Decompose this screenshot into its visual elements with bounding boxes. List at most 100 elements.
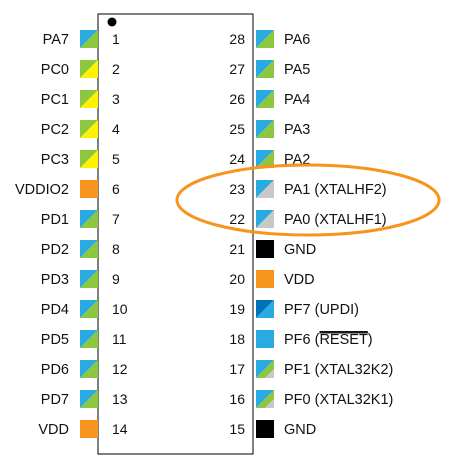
pin-number: 20 bbox=[229, 271, 245, 287]
pin-row: VDDIO2 6 bbox=[15, 180, 120, 198]
pin-row: 20 VDD bbox=[229, 270, 315, 288]
pin-row: PD5 11 bbox=[41, 330, 127, 348]
pin-function-swatch bbox=[80, 150, 98, 168]
pin-row: PD7 13 bbox=[41, 390, 128, 408]
pin-function-swatch bbox=[256, 240, 274, 258]
pin-label: GND bbox=[284, 242, 316, 258]
pin-function-swatch bbox=[80, 240, 98, 258]
pin-function-swatch bbox=[256, 30, 274, 48]
pin-number: 8 bbox=[112, 241, 120, 257]
pin-function-swatch bbox=[256, 420, 274, 438]
pin-label: PF7 (UPDI) bbox=[284, 302, 359, 318]
pin-row: 15 GND bbox=[229, 420, 316, 438]
pin-label: PD1 bbox=[41, 212, 69, 228]
pin-number: 16 bbox=[229, 391, 245, 407]
pin-row: 26 PA4 bbox=[229, 90, 310, 108]
crystal-pins-highlight-ellipse bbox=[175, 163, 441, 237]
pin-label: VDD bbox=[38, 422, 69, 438]
pin-number: 22 bbox=[229, 211, 245, 227]
pin-row: PD6 12 bbox=[41, 360, 128, 378]
pin-number: 19 bbox=[229, 301, 245, 317]
pin-label: PA5 bbox=[284, 62, 310, 78]
pin-number: 25 bbox=[229, 121, 245, 137]
pin-number: 2 bbox=[112, 61, 120, 77]
pin-row: PD3 9 bbox=[41, 270, 120, 288]
pin-row: 17 PF1 (XTAL32K2) bbox=[229, 360, 393, 378]
pin-row: PC3 5 bbox=[41, 150, 120, 168]
pin-number: 15 bbox=[229, 421, 245, 437]
pin-number: 11 bbox=[112, 331, 127, 347]
pin-function-swatch bbox=[80, 360, 98, 378]
pin-function-swatch bbox=[80, 60, 98, 78]
pin-function-swatch bbox=[80, 30, 98, 48]
pin-number: 17 bbox=[229, 361, 245, 377]
pin-label: PC3 bbox=[41, 152, 69, 168]
pin-label: PD5 bbox=[41, 332, 69, 348]
pin-function-swatch bbox=[256, 180, 274, 198]
pin-function-swatch bbox=[80, 330, 98, 348]
pin-label: PF6 (RESET) bbox=[284, 332, 373, 348]
pin-label: PD3 bbox=[41, 272, 69, 288]
pin-function-swatch bbox=[80, 300, 98, 318]
pin-function-swatch bbox=[80, 420, 98, 438]
pin-label: PD7 bbox=[41, 392, 69, 408]
pin-row: PD4 10 bbox=[41, 300, 128, 318]
pin-number: 13 bbox=[112, 391, 128, 407]
pin-number: 6 bbox=[112, 181, 120, 197]
pin-function-swatch bbox=[256, 120, 274, 138]
pin-function-swatch bbox=[80, 180, 98, 198]
pin-function-swatch bbox=[80, 210, 98, 228]
pin-number: 4 bbox=[112, 121, 120, 137]
pin-row: PD2 8 bbox=[41, 240, 120, 258]
pin-number: 12 bbox=[112, 361, 128, 377]
pin-number: 23 bbox=[229, 181, 245, 197]
pin-function-swatch bbox=[80, 390, 98, 408]
pin-label: GND bbox=[284, 422, 316, 438]
pin-row: 21 GND bbox=[229, 240, 316, 258]
pin-row: PA7 1 bbox=[43, 30, 120, 48]
right-pin-column: 28 PA6 27 PA5 26 PA4 25 PA3 24 PA2 23 PA1 (XTALHF2)… bbox=[229, 30, 393, 438]
pin-number: 7 bbox=[112, 211, 120, 227]
pin-label: PA1 (XTALHF2) bbox=[284, 182, 387, 198]
pin-label: PA6 bbox=[284, 32, 310, 48]
pin-row: 27 PA5 bbox=[229, 60, 310, 78]
pin-row: 22 PA0 (XTALHF1) bbox=[229, 210, 387, 228]
chip-body bbox=[97, 13, 254, 455]
pin-row: PC0 2 bbox=[41, 60, 120, 78]
reset-active-low-text: RESET bbox=[319, 332, 367, 348]
pin-row: PD1 7 bbox=[41, 210, 120, 228]
pin-label: PC0 bbox=[41, 62, 69, 78]
pin-row: 18 PF6 (RESET) bbox=[229, 330, 373, 348]
pin-label: PD4 bbox=[41, 302, 69, 318]
pin-row: PC1 3 bbox=[41, 90, 120, 108]
pin-number: 28 bbox=[229, 31, 245, 47]
pin-number: 14 bbox=[112, 421, 128, 437]
pin-number: 3 bbox=[112, 91, 120, 107]
pin-row: 28 PA6 bbox=[229, 30, 310, 48]
pin-number: 18 bbox=[229, 331, 245, 347]
pin-label: PA3 bbox=[284, 122, 310, 138]
pin-function-swatch bbox=[80, 120, 98, 138]
pin-function-swatch bbox=[80, 90, 98, 108]
pin-row: 16 PF0 (XTAL32K1) bbox=[229, 390, 393, 408]
pin-label: PD2 bbox=[41, 242, 69, 258]
pin-number: 5 bbox=[112, 151, 120, 167]
pin-number: 10 bbox=[112, 301, 128, 317]
pin-function-swatch bbox=[256, 300, 274, 318]
pin-number: 1 bbox=[112, 31, 120, 47]
pin-label: PC2 bbox=[41, 122, 69, 138]
pin-function-swatch bbox=[256, 360, 274, 378]
pin1-marker-dot bbox=[107, 17, 117, 27]
pin-number: 26 bbox=[229, 91, 245, 107]
pin-label: PD6 bbox=[41, 362, 69, 378]
pin-label: PF1 (XTAL32K2) bbox=[284, 362, 393, 378]
pin-row: VDD 14 bbox=[38, 420, 128, 438]
pin-label: PA7 bbox=[43, 32, 69, 48]
pin-function-swatch bbox=[256, 60, 274, 78]
pin-label: PF0 (XTAL32K1) bbox=[284, 392, 393, 408]
pin-function-swatch bbox=[256, 150, 274, 168]
pin-function-swatch bbox=[80, 270, 98, 288]
pin-function-swatch bbox=[256, 390, 274, 408]
